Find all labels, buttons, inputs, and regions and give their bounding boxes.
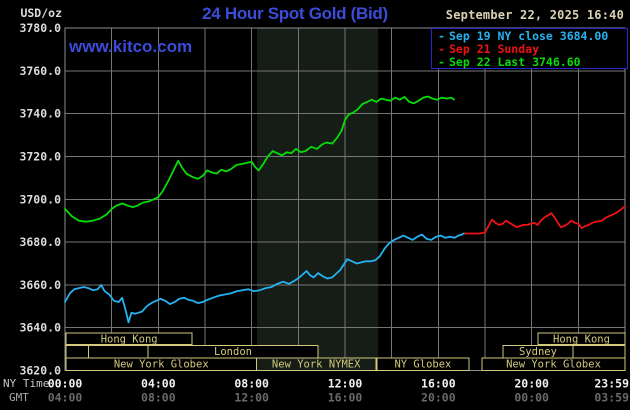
legend-item-label: Sep 19 NY close 3684.00 — [449, 29, 609, 43]
session-label: New York Globex — [506, 359, 601, 371]
y-tick-label: 3640.0 — [19, 321, 61, 335]
sep21-line-swatch-icon: - — [438, 42, 445, 56]
session-box — [376, 357, 470, 372]
legend-box: - Sep 19 NY close 3684.00 - Sep 21 Sunday … — [431, 28, 628, 69]
session-label: NY Globex — [394, 359, 451, 371]
x-tick-label: 03:59 — [594, 391, 629, 405]
y-tick-label: 3740.0 — [19, 107, 61, 121]
y-tick-label: 3780.0 — [19, 21, 61, 35]
x-tick-label: 16:00 — [421, 377, 456, 391]
session-label: New York NYMEX — [272, 359, 361, 371]
series-line-2 — [64, 95, 455, 223]
x-axis-row-label: NY Time — [3, 377, 49, 390]
series-line-1 — [464, 205, 626, 235]
session-box — [537, 332, 626, 345]
session-box — [87, 345, 149, 359]
y-tick-label: 3760.0 — [19, 64, 61, 78]
x-tick-label: 20:00 — [514, 377, 549, 391]
x-tick-label: 23:59 — [594, 377, 629, 391]
session-box — [481, 357, 626, 372]
session-box — [572, 345, 626, 359]
session-label: London — [214, 346, 252, 358]
units-label: USD/oz — [20, 6, 62, 20]
session-label: Sydney — [519, 346, 557, 358]
legend-item-sep19: - Sep 19 NY close 3684.00 — [438, 30, 627, 43]
series-line-0 — [64, 232, 465, 324]
legend-item-label: Sep 22 Last 3746.60 — [449, 55, 581, 69]
x-tick-label: 12:00 — [328, 377, 363, 391]
y-tick-label: 3700.0 — [19, 192, 61, 206]
x-tick-label: 00:00 — [514, 391, 549, 405]
session-box — [255, 357, 377, 372]
session-label: Hong Kong — [553, 334, 610, 346]
x-tick-label: 04:00 — [48, 391, 83, 405]
x-tick-label: 16:00 — [328, 391, 363, 405]
session-box — [65, 332, 193, 345]
y-tick-label: 3660.0 — [19, 278, 61, 292]
sep19-line-swatch-icon: - — [438, 29, 445, 43]
datetime-label: September 22, 2025 16:40 — [445, 8, 624, 22]
y-tick-label: 3620.0 — [19, 364, 61, 378]
kitco-watermark-link[interactable]: www.kitco.com — [69, 37, 193, 56]
x-tick-label: 04:00 — [141, 377, 176, 391]
x-tick-label: 12:00 — [234, 391, 269, 405]
x-tick-label: 20:00 — [421, 391, 456, 405]
x-tick-label: 08:00 — [141, 391, 176, 405]
x-tick-label: 00:00 — [48, 377, 83, 391]
sep22-line-swatch-icon: - — [438, 55, 445, 69]
legend-item-label: Sep 21 Sunday — [449, 42, 540, 56]
session-label: New York Globex — [114, 359, 209, 371]
legend-item-sep21: - Sep 21 Sunday — [438, 43, 627, 56]
session-label: Hong Kong — [101, 334, 158, 346]
session-box — [65, 345, 89, 359]
x-axis-row-label: GMT — [9, 391, 29, 404]
x-tick-label: 08:00 — [234, 377, 269, 391]
page-title: 24 Hour Spot Gold (Bid) — [202, 4, 388, 23]
legend-item-sep22: - Sep 22 Last 3746.60 — [438, 56, 627, 69]
y-tick-label: 3680.0 — [19, 235, 61, 249]
y-tick-label: 3720.0 — [19, 149, 61, 163]
